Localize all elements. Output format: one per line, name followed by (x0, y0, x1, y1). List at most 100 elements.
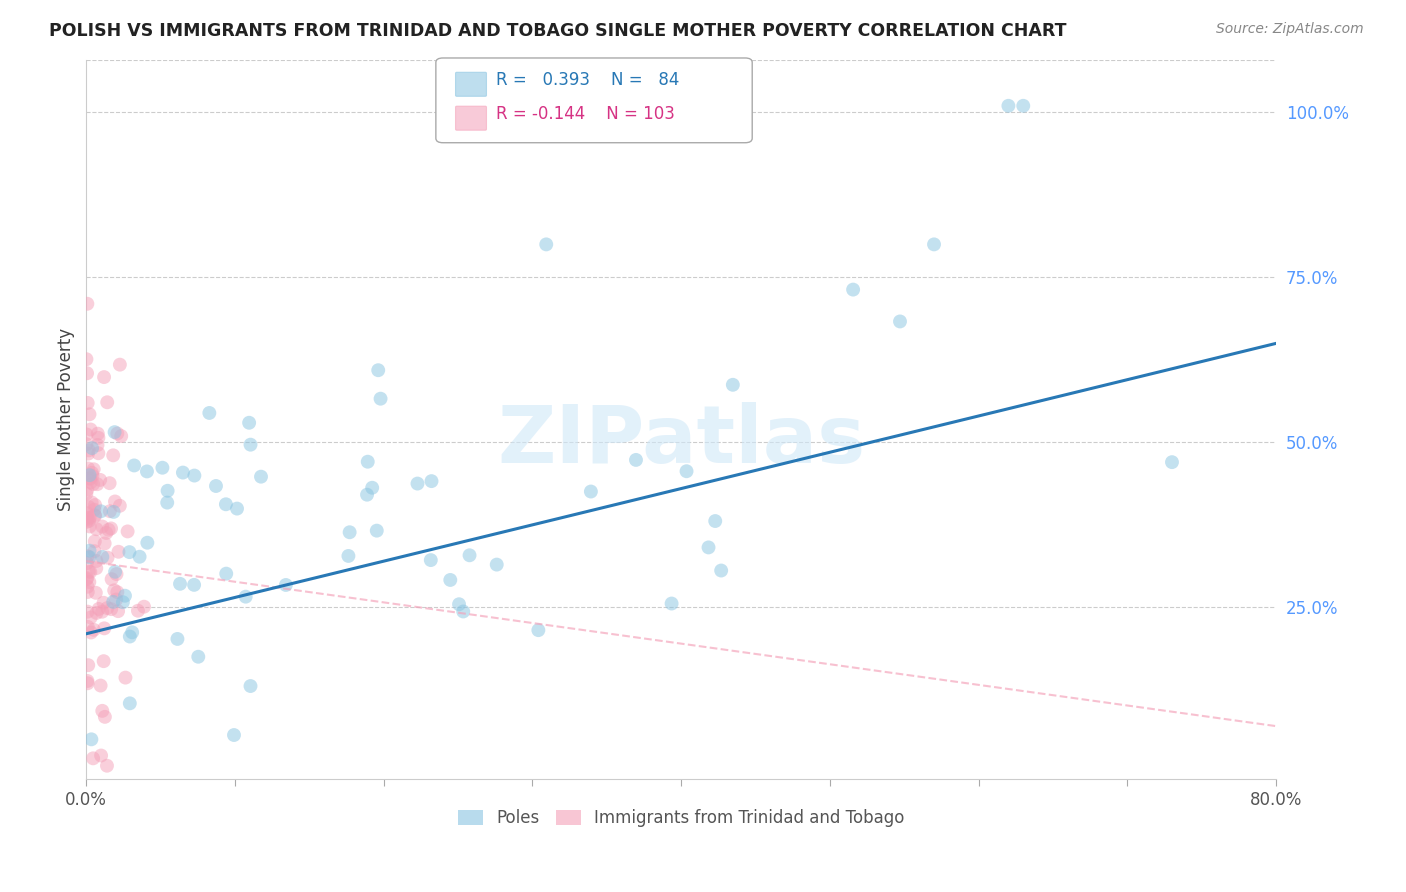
Point (922, 237, 945, 252)
Point (76, 366, 98, 380)
Point (77, 514, 100, 528)
Point (152, 460, 174, 475)
Point (458, 549, 481, 563)
Point (83, 508, 105, 522)
Point (77, 443, 100, 458)
Point (889, 314, 911, 328)
Point (183, 578, 205, 592)
Point (117, 524, 139, 539)
Point (76, 572, 98, 586)
Text: Source: ZipAtlas.com: Source: ZipAtlas.com (1216, 22, 1364, 37)
Point (90, 679, 112, 693)
Point (367, 363, 389, 377)
Point (105, 426, 128, 441)
Point (721, 377, 744, 392)
Point (79, 519, 101, 533)
Point (357, 455, 380, 469)
Point (87, 426, 110, 441)
Point (439, 573, 461, 587)
Point (79, 471, 101, 485)
Text: R =   0.393    N =   84: R = 0.393 N = 84 (496, 71, 679, 89)
Point (536, 237, 558, 252)
Point (122, 458, 145, 473)
Point (96, 395, 118, 409)
Point (111, 595, 134, 609)
Point (86, 477, 108, 491)
Point (172, 466, 194, 480)
Point (86, 522, 108, 536)
Point (76, 515, 98, 529)
Point (89, 473, 111, 487)
Point (77, 461, 100, 475)
Point (93, 370, 115, 384)
Point (77, 447, 100, 461)
Point (337, 549, 360, 563)
Point (76, 585, 98, 599)
Point (80, 732, 103, 747)
Point (75, 437, 97, 451)
Point (86, 606, 108, 620)
Point (98, 504, 121, 518)
Point (110, 429, 132, 443)
Point (105, 592, 128, 607)
Point (84, 561, 107, 575)
Point (80, 441, 103, 455)
Point (127, 604, 149, 618)
Point (91, 704, 114, 718)
Point (93, 596, 115, 610)
Point (675, 464, 697, 478)
Point (87, 602, 110, 616)
Point (121, 625, 143, 640)
Point (75, 352, 97, 367)
Point (76, 580, 98, 594)
Point (997, 99, 1019, 113)
Point (187, 649, 209, 664)
Point (250, 469, 273, 483)
Point (136, 465, 159, 479)
Point (79, 574, 101, 589)
Point (128, 549, 150, 564)
Point (84, 498, 107, 512)
Point (274, 578, 297, 592)
Point (108, 499, 131, 513)
Point (83, 534, 105, 549)
Point (103, 505, 125, 519)
Point (103, 595, 125, 609)
Point (704, 514, 727, 528)
Point (96, 758, 118, 772)
Point (83, 502, 105, 516)
Point (166, 632, 188, 646)
Point (339, 525, 361, 540)
Point (83, 623, 105, 637)
Point (86, 438, 108, 452)
Point (79, 468, 101, 483)
Point (132, 599, 155, 614)
Point (100, 572, 122, 586)
Point (215, 566, 238, 581)
Point (235, 590, 257, 604)
Point (98, 476, 121, 491)
Point (226, 501, 249, 516)
Point (697, 541, 720, 555)
Legend: Poles, Immigrants from Trinidad and Tobago: Poles, Immigrants from Trinidad and Toba… (450, 801, 912, 835)
Point (83, 462, 105, 476)
Point (86, 554, 108, 568)
Point (419, 553, 441, 567)
Point (87, 446, 110, 460)
Point (80, 466, 103, 480)
Point (90, 504, 112, 518)
Point (1012, 99, 1035, 113)
Point (103, 583, 125, 598)
Point (94, 710, 117, 724)
Point (710, 564, 733, 578)
Point (183, 468, 205, 483)
Y-axis label: Single Mother Poverty: Single Mother Poverty (58, 327, 75, 511)
Point (406, 476, 429, 491)
Point (79, 407, 101, 421)
Point (239, 679, 262, 693)
Point (104, 565, 127, 579)
Point (79, 510, 101, 524)
Point (76, 549, 98, 564)
Point (91, 519, 114, 533)
Point (370, 392, 392, 406)
